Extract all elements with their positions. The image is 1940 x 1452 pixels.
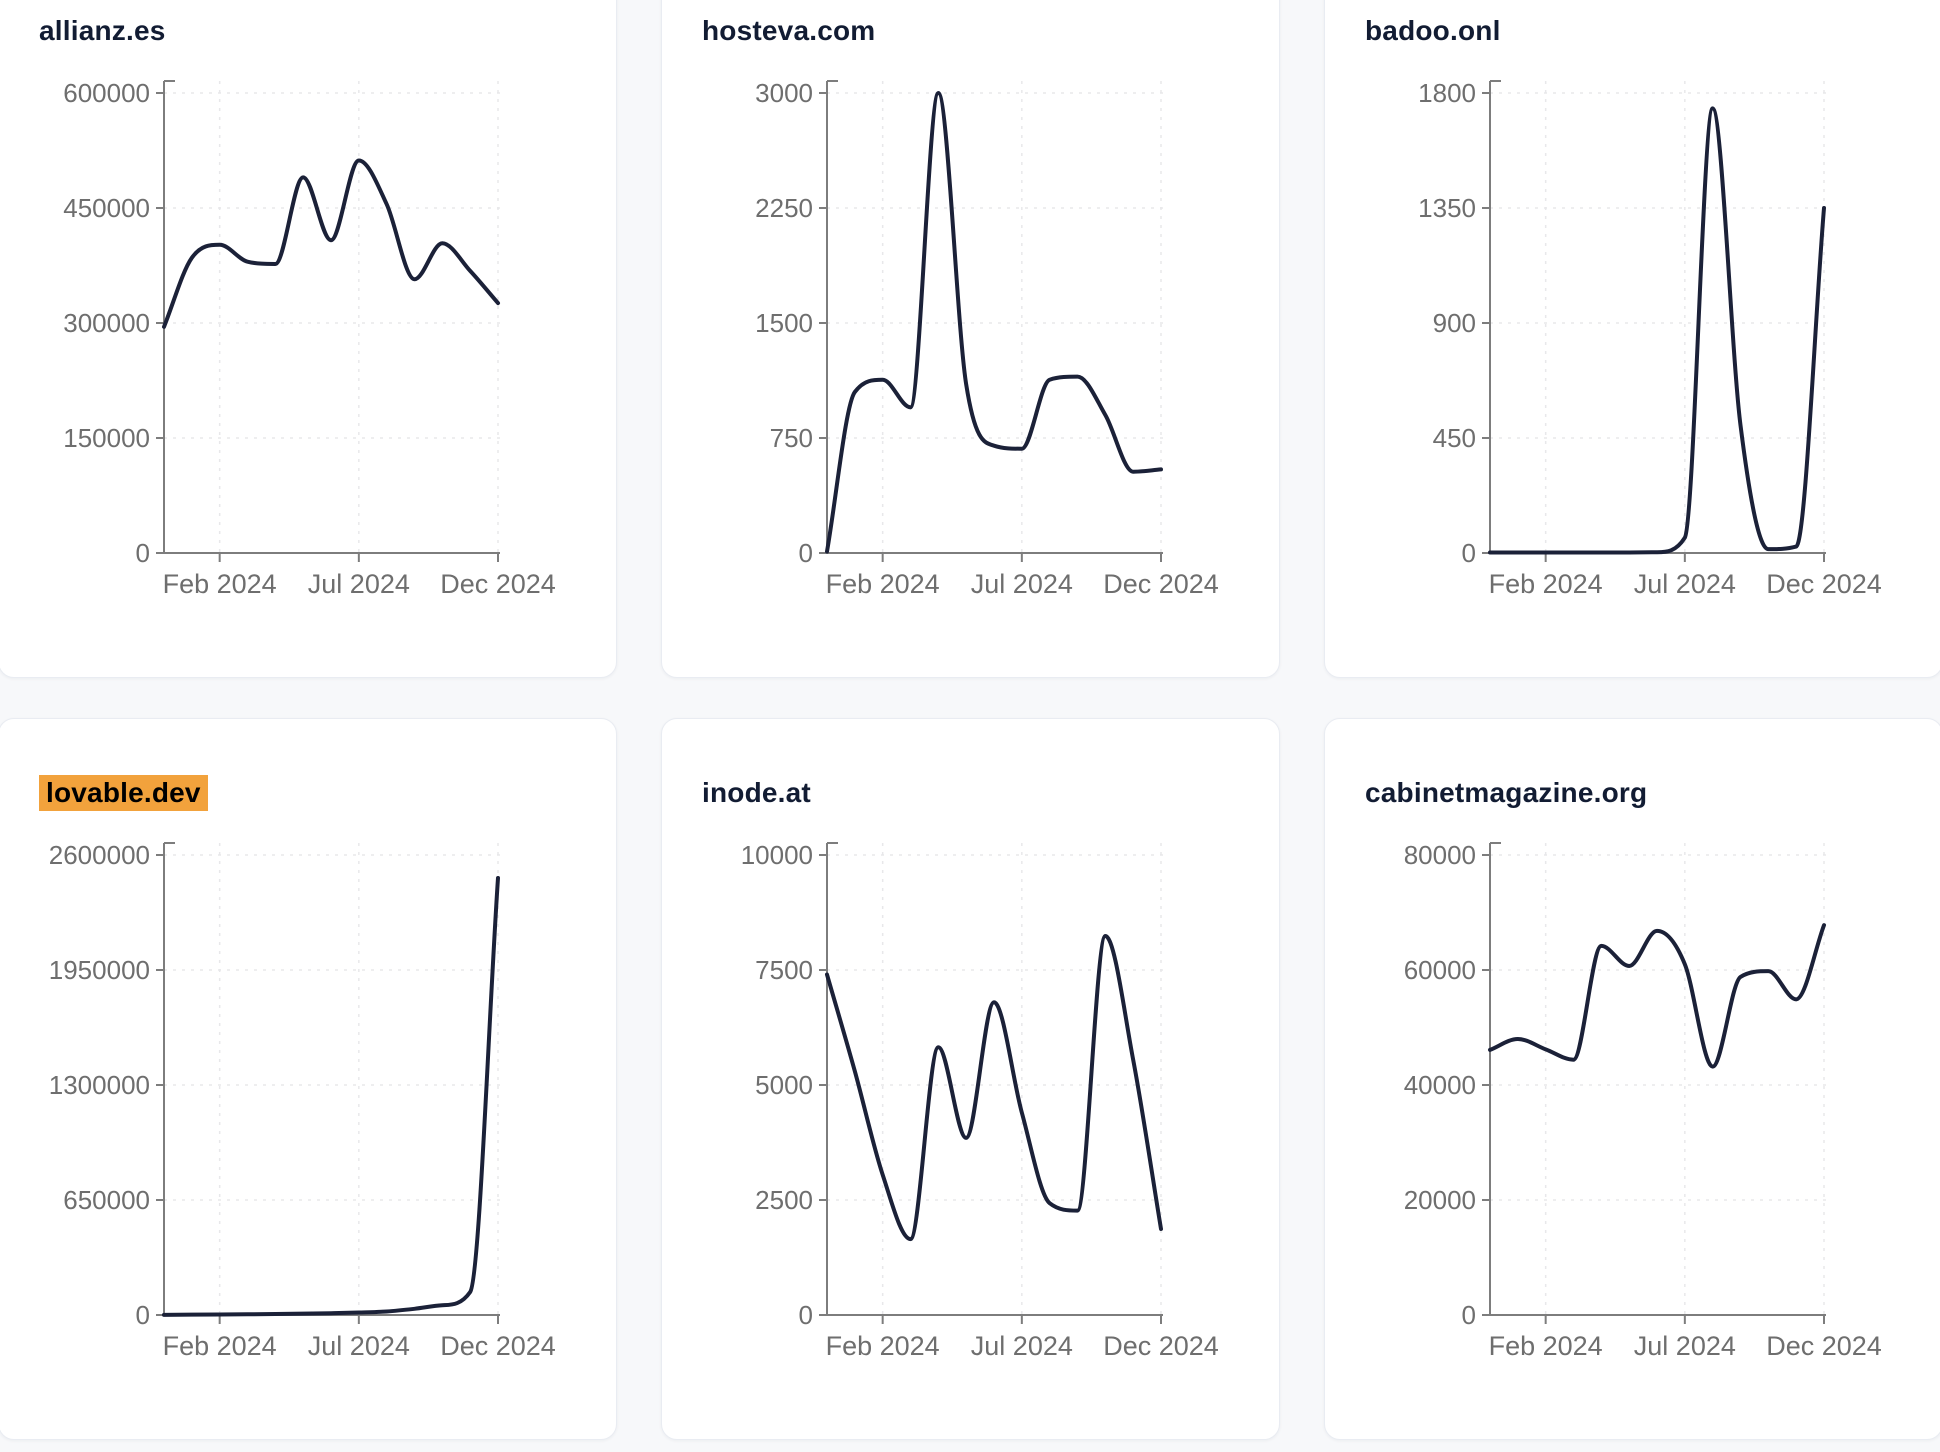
- chart-card: lovable.dev 0 650000 1300000 1950000 2600000…: [0, 718, 617, 1440]
- series-line: [825, 91, 1163, 554]
- line-chart: 0 450 900 1350 1800 Feb 2024 Jul 2024 Dec 2024: [1418, 78, 1882, 599]
- chart-title-text: cabinetmagazine.org: [1365, 777, 1648, 808]
- y-tick-label: 3000: [755, 78, 813, 108]
- y-tick-label: 1350: [1418, 193, 1476, 223]
- y-tick-label: 1950000: [49, 955, 150, 985]
- x-tick-label: Dec 2024: [440, 569, 556, 599]
- y-tick-label: 80000: [1404, 840, 1476, 870]
- y-axis: 0 650000 1300000 1950000 2600000: [49, 840, 175, 1330]
- x-axis: Feb 2024 Jul 2024 Dec 2024: [163, 1314, 556, 1361]
- y-tick-label: 1800: [1418, 78, 1476, 108]
- y-tick-label: 300000: [63, 308, 150, 338]
- x-tick-label: Feb 2024: [1489, 569, 1603, 599]
- x-tick-label: Dec 2024: [1103, 569, 1219, 599]
- x-tick-label: Feb 2024: [826, 569, 940, 599]
- chart-title-text: hosteva.com: [702, 15, 876, 46]
- chart-card: allianz.es 0 150000 300000 450000 600000 Feb …: [0, 0, 617, 678]
- chart-title: inode.at: [702, 775, 1239, 811]
- x-tick-label: Feb 2024: [163, 1331, 277, 1361]
- series-line: [1488, 923, 1826, 1069]
- y-tick-label: 0: [136, 1300, 150, 1330]
- x-tick-label: Dec 2024: [1766, 1331, 1882, 1361]
- y-tick-label: 40000: [1404, 1070, 1476, 1100]
- chart-card: inode.at 0 2500 5000 7500 10000 Feb 2024 Jul 2…: [661, 718, 1280, 1440]
- x-axis: Feb 2024 Jul 2024 Dec 2024: [1489, 552, 1882, 599]
- x-tick-label: Jul 2024: [1634, 1331, 1736, 1361]
- y-tick-label: 10000: [741, 840, 813, 870]
- x-tick-label: Feb 2024: [163, 569, 277, 599]
- y-tick-label: 600000: [63, 78, 150, 108]
- y-axis: 0 450 900 1350 1800: [1418, 78, 1501, 568]
- gridlines: [827, 843, 1163, 1316]
- y-tick-label: 2250: [755, 193, 813, 223]
- gridlines: [1490, 81, 1826, 554]
- series-line: [825, 933, 1163, 1242]
- gridlines: [827, 81, 1163, 554]
- x-tick-label: Dec 2024: [1103, 1331, 1219, 1361]
- chart-title-text: inode.at: [702, 777, 811, 808]
- y-axis: 0 750 1500 2250 3000: [755, 78, 838, 568]
- y-tick-label: 2600000: [49, 840, 150, 870]
- chart-card: cabinetmagazine.org 0 20000 40000 60000 8000…: [1324, 718, 1940, 1440]
- x-axis: Feb 2024 Jul 2024 Dec 2024: [826, 1314, 1219, 1361]
- y-tick-label: 650000: [63, 1185, 150, 1215]
- x-tick-label: Feb 2024: [1489, 1331, 1603, 1361]
- chart-title-text: allianz.es: [39, 15, 166, 46]
- x-axis: Feb 2024 Jul 2024 Dec 2024: [1489, 1314, 1882, 1361]
- y-tick-label: 60000: [1404, 955, 1476, 985]
- line-chart: 0 150000 300000 450000 600000 Feb 2024 Jul 202…: [63, 78, 556, 599]
- line-chart: 0 20000 40000 60000 80000 Feb 2024 Jul 2024 Dec…: [1404, 840, 1882, 1361]
- y-tick-label: 7500: [755, 955, 813, 985]
- y-tick-label: 2500: [755, 1185, 813, 1215]
- y-tick-label: 20000: [1404, 1185, 1476, 1215]
- chart-card: badoo.onl 0 450 900 1350 1800 Feb 2024 Jul 202…: [1324, 0, 1940, 678]
- y-axis: 0 20000 40000 60000 80000: [1404, 840, 1501, 1330]
- series-line: [162, 876, 500, 1317]
- x-tick-label: Dec 2024: [1766, 569, 1882, 599]
- x-tick-label: Dec 2024: [440, 1331, 556, 1361]
- chart-title: cabinetmagazine.org: [1365, 775, 1902, 811]
- chart-title: allianz.es: [39, 13, 576, 49]
- chart-title: hosteva.com: [702, 13, 1239, 49]
- chart-card: hosteva.com 0 750 1500 2250 3000 Feb 2024 Jul …: [661, 0, 1280, 678]
- chart-title: lovable.dev: [39, 775, 576, 811]
- x-tick-label: Jul 2024: [308, 569, 410, 599]
- y-tick-label: 0: [1462, 1300, 1476, 1330]
- y-tick-label: 0: [136, 538, 150, 568]
- y-tick-label: 450000: [63, 193, 150, 223]
- y-tick-label: 150000: [63, 423, 150, 453]
- series-line: [1488, 106, 1826, 555]
- chart-title-text: badoo.onl: [1365, 15, 1501, 46]
- x-tick-label: Feb 2024: [826, 1331, 940, 1361]
- y-tick-label: 750: [770, 423, 813, 453]
- chart-title-text: lovable.dev: [39, 775, 208, 811]
- x-tick-label: Jul 2024: [308, 1331, 410, 1361]
- y-tick-label: 5000: [755, 1070, 813, 1100]
- series-line: [162, 158, 500, 329]
- y-tick-label: 900: [1433, 308, 1476, 338]
- line-chart: 0 650000 1300000 1950000 2600000 Feb 2024 Jul …: [49, 840, 556, 1361]
- y-tick-label: 0: [1462, 538, 1476, 568]
- x-tick-label: Jul 2024: [1634, 569, 1736, 599]
- chart-title: badoo.onl: [1365, 13, 1902, 49]
- y-tick-label: 0: [799, 538, 813, 568]
- y-tick-label: 1300000: [49, 1070, 150, 1100]
- x-axis: Feb 2024 Jul 2024 Dec 2024: [826, 552, 1219, 599]
- y-tick-label: 450: [1433, 423, 1476, 453]
- x-axis: Feb 2024 Jul 2024 Dec 2024: [163, 552, 556, 599]
- x-tick-label: Jul 2024: [971, 1331, 1073, 1361]
- line-chart: 0 2500 5000 7500 10000 Feb 2024 Jul 2024 Dec 20…: [741, 840, 1219, 1361]
- y-axis: 0 150000 300000 450000 600000: [63, 78, 175, 568]
- gridlines: [1490, 843, 1826, 1316]
- y-tick-label: 1500: [755, 308, 813, 338]
- y-tick-label: 0: [799, 1300, 813, 1330]
- gridlines: [164, 843, 500, 1316]
- x-tick-label: Jul 2024: [971, 569, 1073, 599]
- gridlines: [164, 81, 500, 554]
- line-chart: 0 750 1500 2250 3000 Feb 2024 Jul 2024 Dec 2024: [755, 78, 1219, 599]
- y-axis: 0 2500 5000 7500 10000: [741, 840, 838, 1330]
